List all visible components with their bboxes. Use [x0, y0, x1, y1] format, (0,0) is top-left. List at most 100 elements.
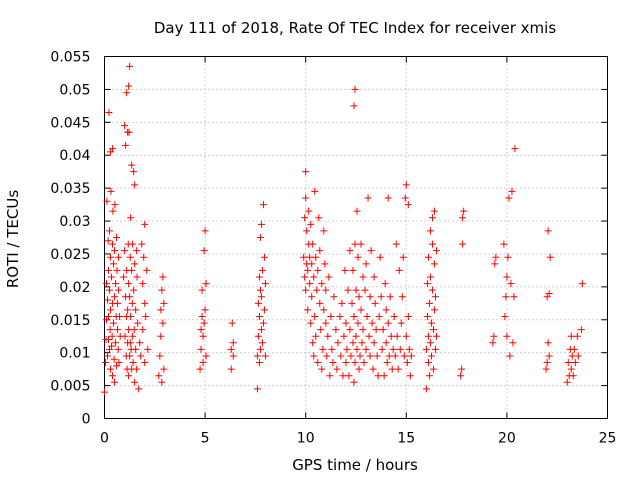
- data-point-marker: [114, 299, 122, 307]
- data-point-marker: [229, 339, 237, 347]
- data-point-marker: [120, 273, 128, 281]
- data-point-marker: [356, 352, 364, 360]
- data-point-marker: [352, 332, 360, 340]
- data-point-marker: [342, 319, 350, 327]
- grid-lines: [104, 56, 608, 419]
- data-point-marker: [381, 280, 389, 288]
- data-point-marker: [144, 345, 152, 353]
- data-point-marker: [302, 168, 310, 176]
- data-point-marker: [124, 306, 132, 314]
- data-point-marker: [422, 345, 430, 353]
- data-point-marker: [368, 319, 376, 327]
- data-point-marker: [382, 306, 390, 314]
- data-point-marker: [326, 372, 334, 380]
- data-point-marker: [108, 332, 116, 340]
- data-point-marker: [110, 355, 118, 363]
- data-point-marker: [256, 286, 264, 294]
- data-point-marker: [503, 332, 511, 340]
- data-point-marker: [106, 286, 114, 294]
- data-point-marker: [375, 312, 383, 320]
- data-point-marker: [260, 253, 268, 261]
- data-point-marker: [351, 85, 359, 93]
- data-point-marker: [127, 312, 135, 320]
- data-points: [101, 62, 586, 396]
- axis-ticks: [104, 56, 608, 419]
- data-point-marker: [351, 240, 359, 248]
- data-point-marker: [376, 253, 384, 261]
- data-point-marker: [109, 372, 117, 380]
- data-point-marker: [346, 326, 354, 334]
- data-point-marker: [344, 286, 352, 294]
- data-point-marker: [305, 207, 313, 215]
- data-point-marker: [312, 253, 320, 261]
- data-point-marker: [369, 365, 377, 373]
- data-point-marker: [107, 253, 115, 261]
- data-point-marker: [397, 319, 405, 327]
- data-point-marker: [424, 332, 432, 340]
- y-tick-label: 0.015: [50, 313, 90, 329]
- data-point-marker: [126, 62, 134, 70]
- x-axis-label: GPS time / hours: [292, 456, 418, 474]
- data-point-marker: [568, 352, 576, 360]
- data-point-marker: [359, 326, 367, 334]
- data-point-marker: [111, 293, 119, 301]
- data-point-marker: [133, 365, 141, 373]
- x-tick-label: 25: [599, 431, 617, 447]
- data-point-marker: [545, 352, 553, 360]
- data-point-marker: [546, 253, 554, 261]
- data-point-marker: [136, 339, 144, 347]
- data-point-marker: [254, 299, 262, 307]
- data-point-marker: [127, 214, 135, 222]
- data-point-marker: [428, 286, 436, 294]
- data-point-marker: [160, 365, 168, 373]
- data-point-marker: [157, 332, 165, 340]
- y-axis-label: ROTI / TECUs: [4, 190, 22, 288]
- data-point-marker: [501, 312, 509, 320]
- data-point-marker: [128, 161, 136, 169]
- data-point-marker: [492, 253, 500, 261]
- data-point-marker: [313, 286, 321, 294]
- data-point-marker: [423, 312, 431, 320]
- data-point-marker: [573, 332, 581, 340]
- data-point-marker: [200, 319, 208, 327]
- data-point-marker: [121, 122, 129, 130]
- data-point-marker: [123, 89, 131, 97]
- chart-title: Day 111 of 2018, Rate Of TEC Index for r…: [154, 19, 556, 37]
- data-point-marker: [258, 339, 266, 347]
- data-point-marker: [130, 168, 138, 176]
- data-point-marker: [257, 326, 265, 334]
- data-point-marker: [309, 339, 317, 347]
- data-point-marker: [227, 345, 235, 353]
- data-point-marker: [377, 293, 385, 301]
- data-point-marker: [261, 280, 269, 288]
- data-point-marker: [334, 339, 342, 347]
- data-point-marker: [107, 365, 115, 373]
- data-point-marker: [346, 247, 354, 255]
- data-point-marker: [424, 253, 432, 261]
- data-point-marker: [320, 306, 328, 314]
- data-point-marker: [256, 234, 264, 241]
- data-point-marker: [543, 359, 551, 367]
- y-tick-label: 0.02: [59, 280, 90, 296]
- data-point-marker: [349, 339, 357, 347]
- data-point-marker: [115, 253, 123, 261]
- data-point-marker: [490, 332, 498, 340]
- data-point-marker: [330, 293, 338, 301]
- data-point-marker: [102, 359, 110, 367]
- data-point-marker: [431, 345, 439, 353]
- data-point-marker: [126, 253, 134, 261]
- data-point-marker: [201, 306, 209, 314]
- data-point-marker: [511, 145, 519, 153]
- data-point-marker: [300, 253, 308, 261]
- data-point-marker: [545, 289, 553, 297]
- data-point-marker: [310, 352, 318, 360]
- data-point-marker: [132, 306, 140, 314]
- data-point-marker: [110, 260, 118, 268]
- data-point-marker: [348, 299, 356, 307]
- data-point-marker: [157, 306, 165, 314]
- data-point-marker: [139, 280, 147, 288]
- data-point-marker: [131, 260, 139, 268]
- data-point-marker: [156, 352, 164, 360]
- data-point-marker: [500, 240, 508, 248]
- data-point-marker: [115, 286, 123, 294]
